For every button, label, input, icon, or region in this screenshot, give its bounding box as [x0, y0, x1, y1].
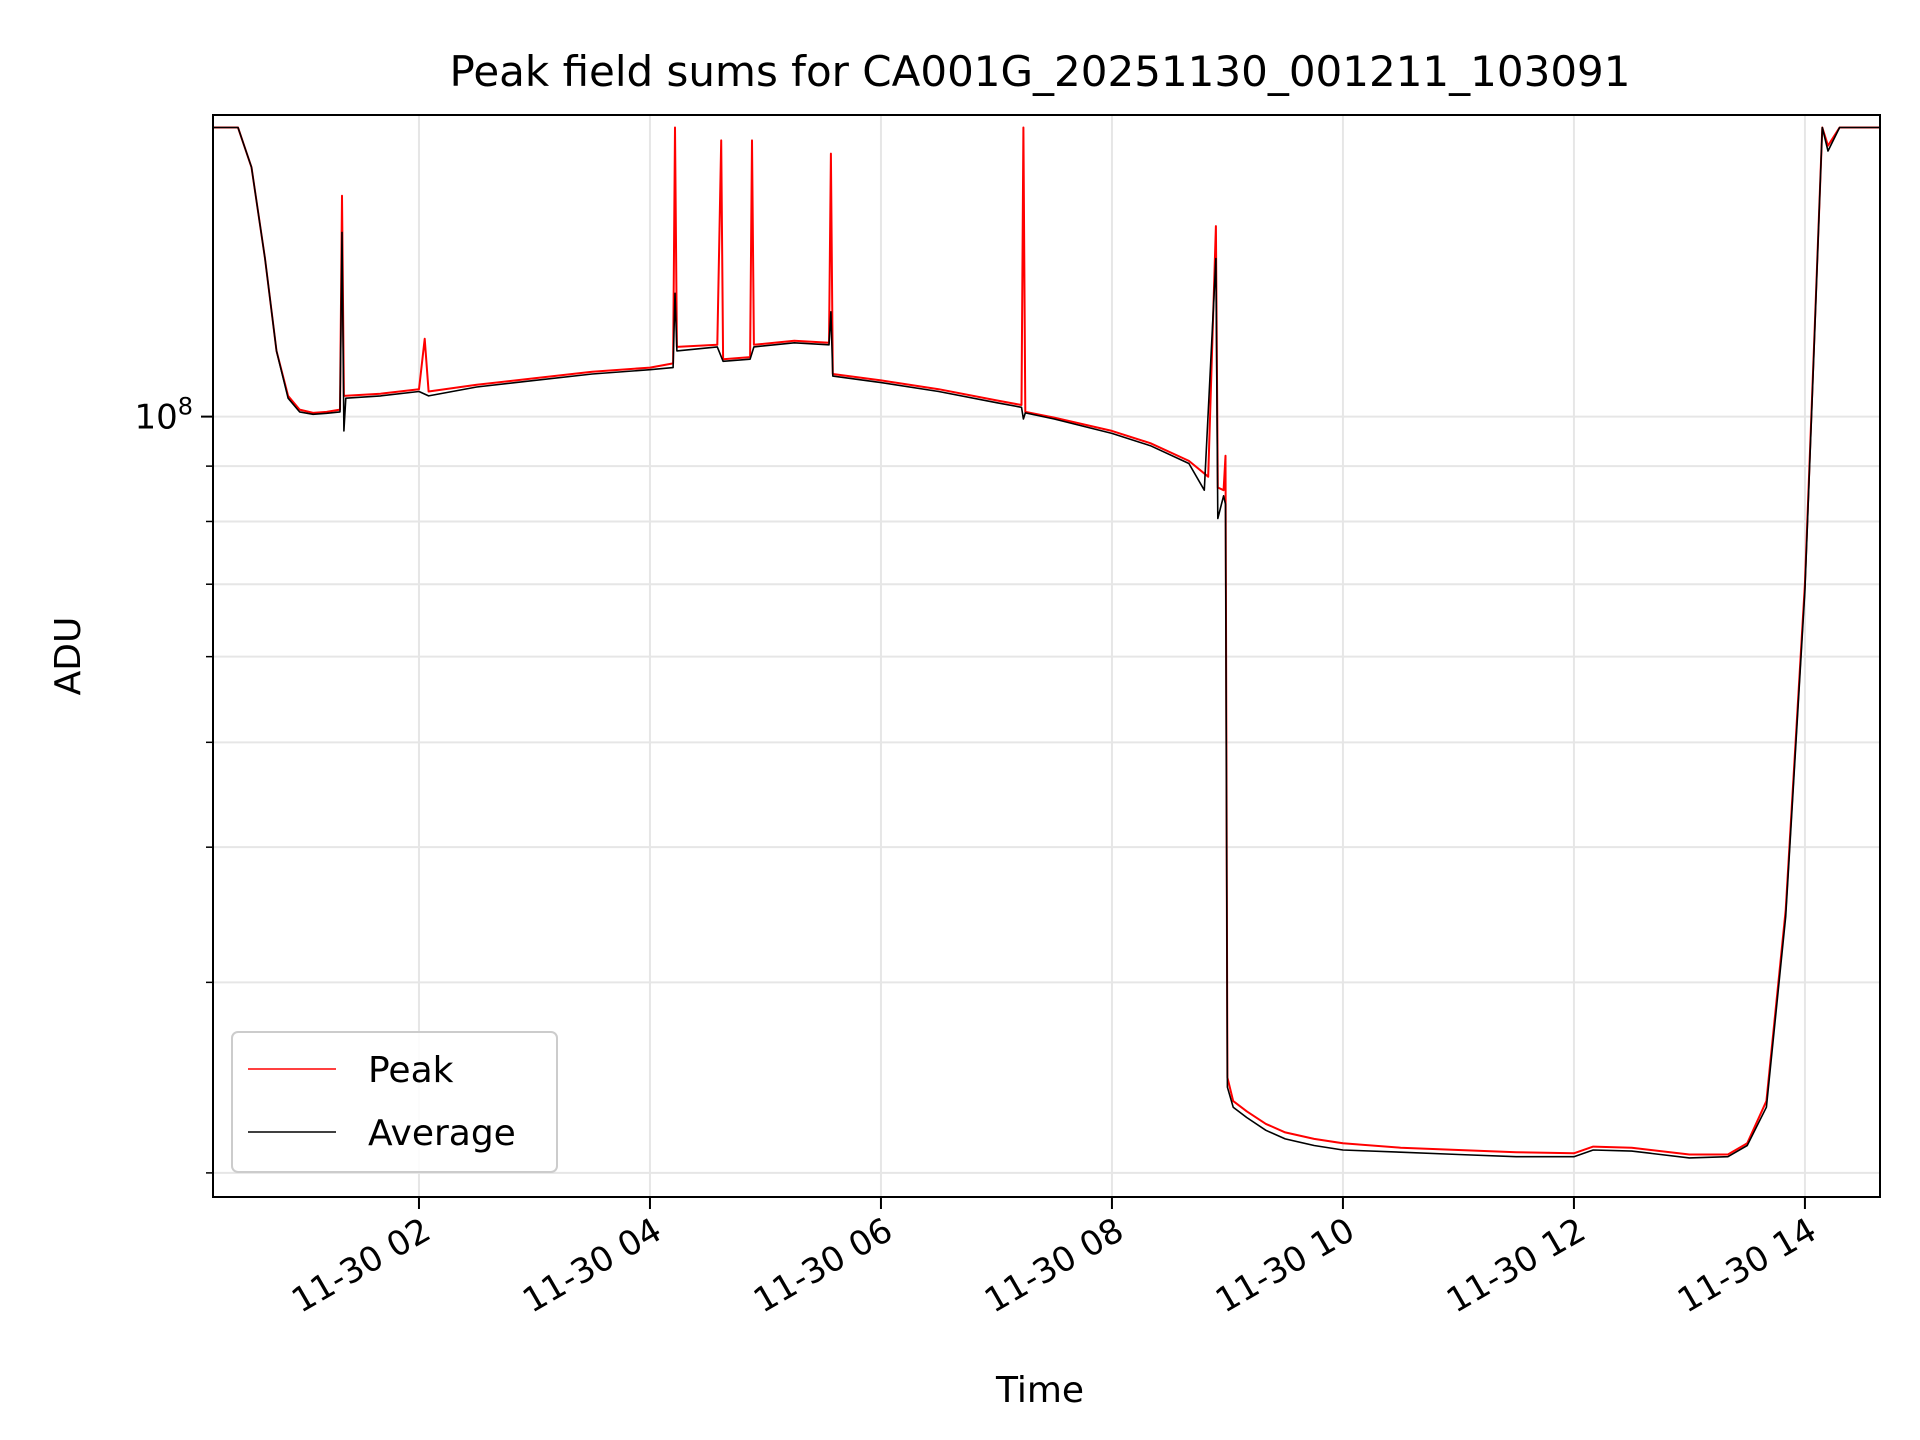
chart-title: Peak field sums for CA001G_20251130_0012…	[449, 47, 1630, 96]
legend-label-average: Average	[368, 1113, 516, 1154]
series-layer	[213, 126, 1880, 1159]
series-line-average	[213, 126, 1880, 1159]
legend-box	[231, 1031, 558, 1173]
grid	[213, 115, 1880, 1197]
legend-label-peak: Peak	[368, 1050, 454, 1091]
y-axis-label: ADU	[48, 617, 89, 696]
x-axis-label: Time	[995, 1370, 1084, 1411]
series-line-peak	[213, 126, 1880, 1156]
y-tick-label: 108	[134, 393, 193, 438]
legend: Peak Average	[231, 1031, 558, 1173]
